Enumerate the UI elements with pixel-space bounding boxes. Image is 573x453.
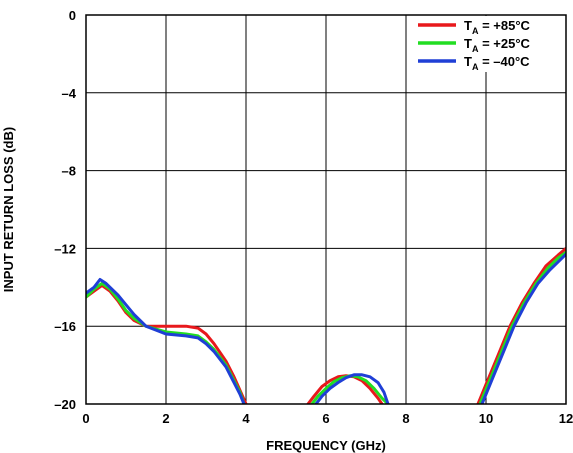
grid [86,15,566,404]
x-tick-label: 12 [559,411,573,426]
y-tick-label: –4 [62,86,77,101]
series-group [86,246,566,404]
y-tick-labels: 0 –4 –8 –12 –16 –20 [54,8,76,412]
series-line-0 [476,246,566,404]
x-tick-label: 10 [479,411,493,426]
series-line-2 [314,373,390,404]
x-axis-title: FREQUENCY (GHz) [266,438,386,453]
legend-label-1: TA = +25°C [464,36,531,54]
y-tick-label: –12 [54,241,76,256]
plot-frame [85,14,567,405]
x-tick-label: 0 [82,411,89,426]
series-line-1 [86,281,246,404]
series-line-0 [86,283,248,404]
x-tick-label: 6 [322,411,329,426]
x-tick-labels: 0 2 4 6 8 10 12 [82,411,573,426]
series-line-2 [480,252,566,404]
y-tick-label: –16 [54,319,76,334]
y-tick-label: –8 [62,164,76,179]
series-line-2 [86,278,246,404]
x-tick-label: 8 [402,411,409,426]
y-tick-label: 0 [69,8,76,23]
legend-label-0: TA = +85°C [464,18,531,36]
legend-label-2: TA = –40°C [464,54,530,72]
y-tick-label: –20 [54,397,76,412]
y-axis-title: INPUT RETURN LOSS (dB) [1,127,16,292]
x-tick-label: 2 [162,411,169,426]
x-tick-label: 4 [242,411,250,426]
series-line-1 [478,250,566,404]
legend: TA = +85°CTA = +25°CTA = –40°C [414,16,564,72]
